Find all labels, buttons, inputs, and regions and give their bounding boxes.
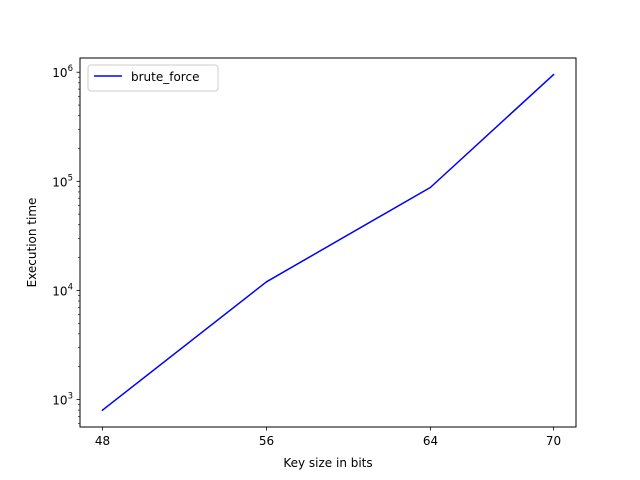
data-point bbox=[101, 409, 104, 411]
y-tick-label: 105 bbox=[52, 173, 73, 189]
data-point bbox=[265, 280, 268, 283]
x-tick-label: 70 bbox=[546, 434, 561, 448]
series-layer bbox=[101, 73, 555, 412]
y-axis-label: Execution time bbox=[25, 198, 39, 288]
x-tick-label: 48 bbox=[95, 434, 110, 448]
legend-box bbox=[87, 64, 219, 92]
legend: brute_force bbox=[87, 64, 219, 92]
plot-frame bbox=[79, 57, 577, 428]
y-tick-label: 104 bbox=[52, 282, 73, 298]
x-axis-ticks: 48 56 64 70 bbox=[95, 427, 561, 448]
x-tick-label: 56 bbox=[259, 434, 274, 448]
legend-label: brute_force bbox=[131, 70, 199, 84]
y-tick-label: 106 bbox=[52, 64, 73, 80]
x-axis-label: Key size in bits bbox=[283, 456, 372, 470]
x-tick-label: 64 bbox=[423, 434, 438, 448]
y-tick-label: 103 bbox=[52, 392, 73, 408]
data-point bbox=[552, 73, 555, 76]
data-point bbox=[429, 186, 432, 189]
y-axis-ticks: 103 104 105 106 bbox=[52, 64, 80, 425]
series-line-0 bbox=[101, 73, 555, 412]
plot-area bbox=[80, 58, 576, 427]
